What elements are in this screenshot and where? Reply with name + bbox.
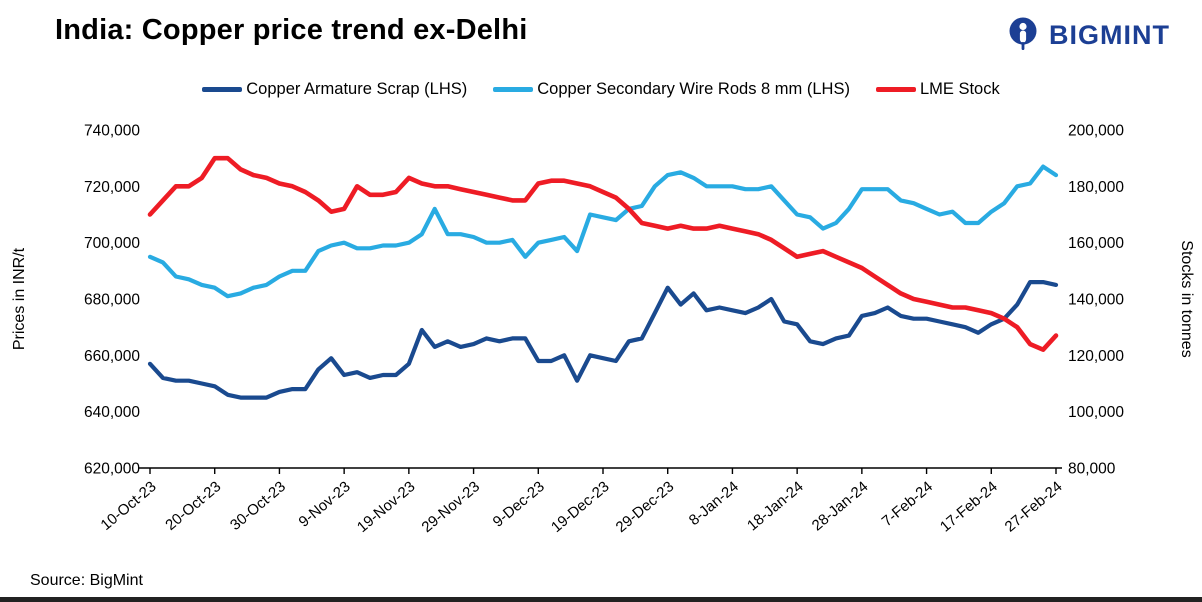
x-tick-label: 18-Jan-24 <box>744 478 807 534</box>
x-tick-label: 9-Dec-23 <box>490 478 548 531</box>
right-tick-label: 80,000 <box>1068 461 1116 478</box>
right-tick-label: 100,000 <box>1068 404 1124 421</box>
x-tick-label: 7-Feb-24 <box>879 478 937 530</box>
x-tick-label: 29-Nov-23 <box>419 478 484 536</box>
legend: Copper Armature Scrap (LHS) Copper Secon… <box>0 80 1202 99</box>
x-tick-label: 30-Oct-23 <box>227 478 289 534</box>
legend-label-armature-scrap: Copper Armature Scrap (LHS) <box>246 80 468 98</box>
bigmint-logo-icon <box>1009 17 1037 50</box>
x-tick-label: 29-Dec-23 <box>613 478 678 536</box>
left-tick-label: 660,000 <box>84 348 140 365</box>
right-tick-label: 200,000 <box>1068 123 1124 140</box>
right-axis-tick-labels: 200,000 180,000 160,000 140,000 120,000 100,0… <box>1068 123 1124 478</box>
x-axis-ticks <box>149 468 1057 474</box>
left-tick-label: 720,000 <box>84 179 140 196</box>
chart-title: India: Copper price trend ex-Delhi <box>55 14 528 46</box>
right-tick-label: 120,000 <box>1068 348 1124 365</box>
left-tick-label: 640,000 <box>84 404 140 421</box>
x-tick-label: 28-Jan-24 <box>809 478 872 534</box>
brand-wordmark: BIGMINT <box>1049 19 1170 50</box>
legend-item-armature-scrap: Copper Armature Scrap (LHS) <box>202 80 467 99</box>
left-axis-title: Prices in INR/t <box>11 247 28 350</box>
series-line-2 <box>147 155 1059 352</box>
left-tick-label: 680,000 <box>84 292 140 309</box>
legend-swatch-lme-stock <box>875 87 916 92</box>
left-tick-label: 700,000 <box>84 235 140 252</box>
left-tick-label: 740,000 <box>84 123 140 140</box>
header: India: Copper price trend ex-Delhi BIGMI… <box>55 14 1170 54</box>
x-tick-label: 27-Feb-24 <box>1002 478 1066 536</box>
legend-swatch-wire-rods <box>493 87 534 92</box>
legend-item-lme-stock: LME Stock <box>875 80 1000 99</box>
series-line-1 <box>147 164 1059 299</box>
x-tick-label: 20-Oct-23 <box>162 478 224 534</box>
x-tick-label: 19-Dec-23 <box>548 478 613 536</box>
legend-item-wire-rods: Copper Secondary Wire Rods 8 mm (LHS) <box>493 80 850 99</box>
brand-logo: BIGMINT <box>1005 16 1170 54</box>
bottom-strip <box>0 597 1202 602</box>
legend-label-lme-stock: LME Stock <box>919 80 1000 98</box>
x-tick-label: 9-Nov-23 <box>296 478 354 531</box>
legend-swatch-armature-scrap <box>202 87 243 92</box>
right-axis-title: Stocks in tonnes <box>1178 240 1195 357</box>
x-axis-tick-labels: 10-Oct-23 20-Oct-23 30-Oct-23 9-Nov-23 19-No… <box>98 478 1066 536</box>
right-tick-label: 160,000 <box>1068 235 1124 252</box>
legend-label-wire-rods: Copper Secondary Wire Rods 8 mm (LHS) <box>537 80 850 98</box>
left-axis-tick-labels: 740,000 720,000 700,000 680,000 660,000 640,0… <box>84 123 140 478</box>
x-tick-label: 19-Nov-23 <box>354 478 419 536</box>
x-tick-label: 8-Jan-24 <box>686 478 742 529</box>
source-note: Source: BigMint <box>30 572 143 589</box>
x-tick-label: 10-Oct-23 <box>98 478 160 534</box>
line-chart: 740,000 720,000 700,000 680,000 660,000 640,0… <box>11 123 1195 537</box>
series-line-0 <box>147 280 1059 400</box>
x-tick-label: 17-Feb-24 <box>937 478 1001 536</box>
left-tick-label: 620,000 <box>84 461 140 478</box>
right-tick-label: 140,000 <box>1068 292 1124 309</box>
right-tick-label: 180,000 <box>1068 179 1124 196</box>
